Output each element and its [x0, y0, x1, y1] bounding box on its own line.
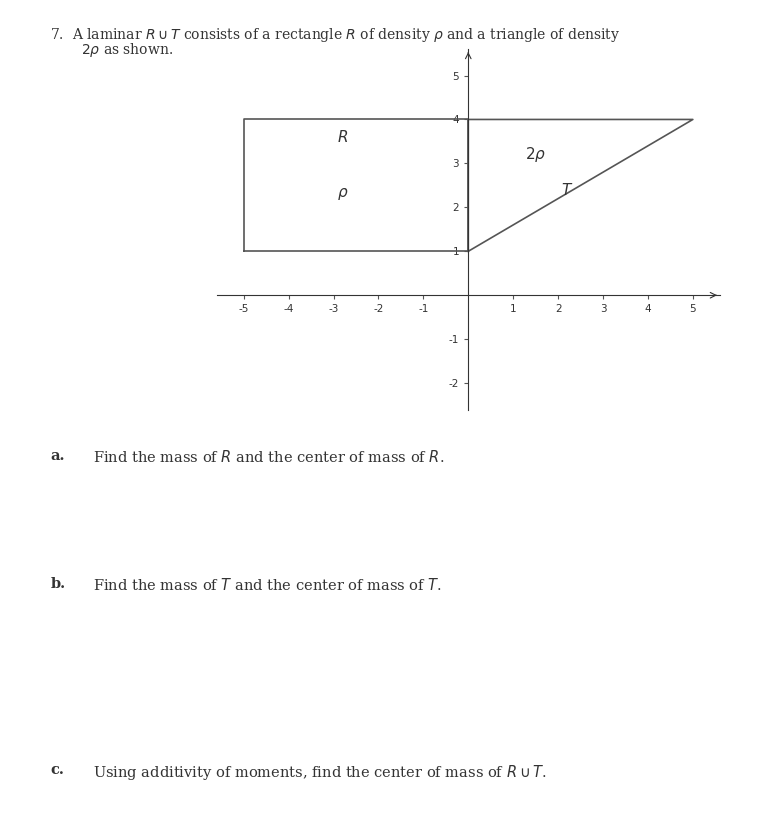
- Text: c.: c.: [50, 763, 64, 777]
- Text: b.: b.: [50, 577, 66, 591]
- Text: a.: a.: [50, 449, 65, 463]
- Text: $2\rho$ as shown.: $2\rho$ as shown.: [81, 41, 173, 59]
- Text: $2\rho$: $2\rho$: [525, 145, 546, 164]
- Text: $\rho$: $\rho$: [337, 186, 348, 202]
- Text: Find the mass of $T$ and the center of mass of $T$.: Find the mass of $T$ and the center of m…: [93, 577, 442, 594]
- Text: $R$: $R$: [337, 129, 348, 145]
- Text: Using additivity of moments, find the center of mass of $R \cup T$.: Using additivity of moments, find the ce…: [93, 763, 546, 782]
- Text: Find the mass of $R$ and the center of mass of $R$.: Find the mass of $R$ and the center of m…: [93, 449, 444, 465]
- Text: 7.  A laminar $R \cup T$ consists of a rectangle $R$ of density $\rho$ and a tri: 7. A laminar $R \cup T$ consists of a re…: [50, 26, 621, 44]
- Text: $T$: $T$: [561, 182, 574, 197]
